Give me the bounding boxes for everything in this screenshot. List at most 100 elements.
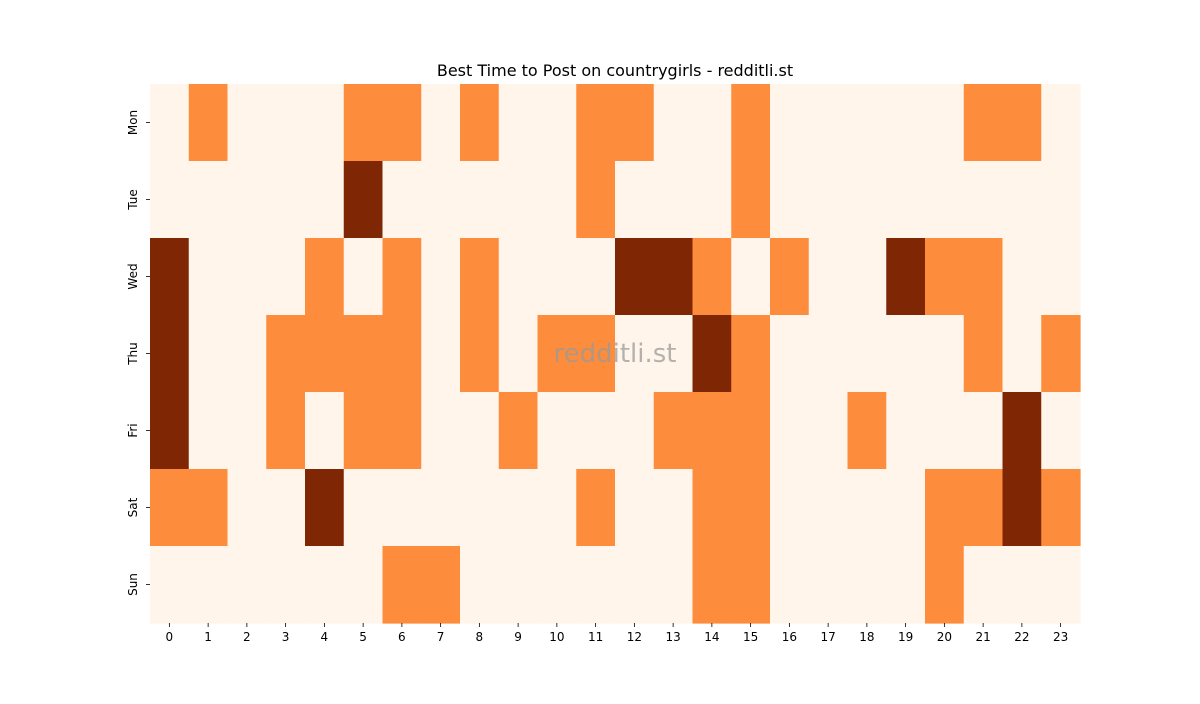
heatmap-cell — [653, 469, 694, 547]
heatmap-cell — [498, 315, 539, 393]
heatmap-cell — [847, 238, 887, 316]
heatmap-cell — [343, 469, 384, 547]
y-tick-label: Thu — [126, 342, 140, 366]
heatmap-cell — [343, 238, 384, 316]
heatmap-cell — [1041, 238, 1081, 316]
y-tick-label: Wed — [126, 263, 140, 289]
heatmap-cell — [150, 238, 190, 316]
heatmap-cell — [266, 315, 306, 393]
heatmap-cell — [460, 392, 500, 470]
heatmap-cell — [266, 392, 306, 470]
heatmap-cell — [188, 546, 229, 624]
heatmap-cell — [808, 161, 849, 239]
heatmap-cell — [1002, 238, 1042, 316]
heatmap-cell — [925, 546, 965, 624]
y-tick-label: Sun — [126, 573, 140, 596]
x-tick-label: 3 — [282, 630, 290, 644]
heatmap-cell — [421, 546, 461, 624]
heatmap-cell — [382, 238, 422, 316]
heatmap-cell — [305, 315, 345, 393]
heatmap-cell — [925, 84, 965, 162]
heatmap-cell — [653, 161, 694, 239]
heatmap-cell — [692, 546, 732, 624]
x-tick-label: 18 — [859, 630, 874, 644]
heatmap-cell — [925, 315, 965, 393]
heatmap-cell — [576, 469, 616, 547]
heatmap-cell — [692, 469, 732, 547]
x-tick-label: 9 — [514, 630, 522, 644]
heatmap-cell — [498, 161, 539, 239]
heatmap-cell — [886, 238, 926, 316]
heatmap-cell — [770, 392, 810, 470]
y-tick-label: Fri — [126, 423, 140, 437]
chart-title: Best Time to Post on countrygirls - redd… — [437, 61, 793, 80]
heatmap-cell — [421, 315, 461, 393]
heatmap-cell — [421, 392, 461, 470]
heatmap-cell — [808, 546, 849, 624]
heatmap-cell — [731, 161, 771, 239]
heatmap-cell — [925, 392, 965, 470]
heatmap-cell — [963, 315, 1004, 393]
y-tick-label: Sat — [126, 497, 140, 517]
heatmap-cell — [266, 469, 306, 547]
heatmap-cell — [305, 392, 345, 470]
heatmap-cell — [847, 315, 887, 393]
heatmap-cell — [731, 469, 771, 547]
heatmap-cell — [615, 238, 655, 316]
heatmap-cell — [227, 392, 267, 470]
heatmap-cell — [963, 546, 1004, 624]
heatmap-cell — [615, 84, 655, 162]
heatmap-cell — [653, 392, 694, 470]
heatmap-cell — [305, 84, 345, 162]
heatmap-cell — [343, 546, 384, 624]
heatmap-cell — [382, 469, 422, 547]
heatmap-cell — [1002, 546, 1042, 624]
heatmap-cell — [537, 546, 577, 624]
heatmap-cell — [615, 392, 655, 470]
heatmap-cell — [963, 392, 1004, 470]
heatmap-cell — [305, 469, 345, 547]
heatmap-cell — [343, 392, 384, 470]
x-tick-label: 12 — [627, 630, 642, 644]
heatmap-cell — [1041, 469, 1081, 547]
heatmap-cell — [266, 84, 306, 162]
heatmap-cell — [925, 238, 965, 316]
heatmap-cell — [963, 161, 1004, 239]
heatmap-cell — [537, 161, 577, 239]
heatmap-cell — [1041, 315, 1081, 393]
heatmap-cell — [150, 392, 190, 470]
heatmap-cell — [537, 469, 577, 547]
heatmap-cell — [460, 546, 500, 624]
heatmap-cell — [770, 469, 810, 547]
heatmap-cell — [343, 315, 384, 393]
heatmap-cell — [808, 315, 849, 393]
heatmap-cell — [886, 469, 926, 547]
heatmap-cells — [150, 84, 1081, 624]
heatmap-cell — [847, 161, 887, 239]
heatmap-cell — [227, 315, 267, 393]
heatmap-cell — [808, 392, 849, 470]
heatmap-cell — [1002, 392, 1042, 470]
heatmap-cell — [886, 315, 926, 393]
x-tick-label: 17 — [820, 630, 835, 644]
heatmap-cell — [150, 84, 190, 162]
heatmap-cell — [925, 161, 965, 239]
heatmap-cell — [382, 84, 422, 162]
heatmap-cell — [615, 315, 655, 393]
heatmap-cell — [266, 546, 306, 624]
heatmap-cell — [343, 84, 384, 162]
heatmap-cell — [537, 392, 577, 470]
heatmap-cell — [421, 84, 461, 162]
heatmap-cell — [188, 84, 229, 162]
heatmap-cell — [963, 238, 1004, 316]
heatmap-cell — [692, 392, 732, 470]
heatmap-cell — [770, 546, 810, 624]
x-tick-label: 2 — [243, 630, 251, 644]
heatmap-cell — [886, 392, 926, 470]
heatmap-cell — [770, 161, 810, 239]
heatmap-cell — [1002, 84, 1042, 162]
heatmap-cell — [576, 392, 616, 470]
heatmap-cell — [188, 392, 229, 470]
heatmap-cell — [382, 392, 422, 470]
